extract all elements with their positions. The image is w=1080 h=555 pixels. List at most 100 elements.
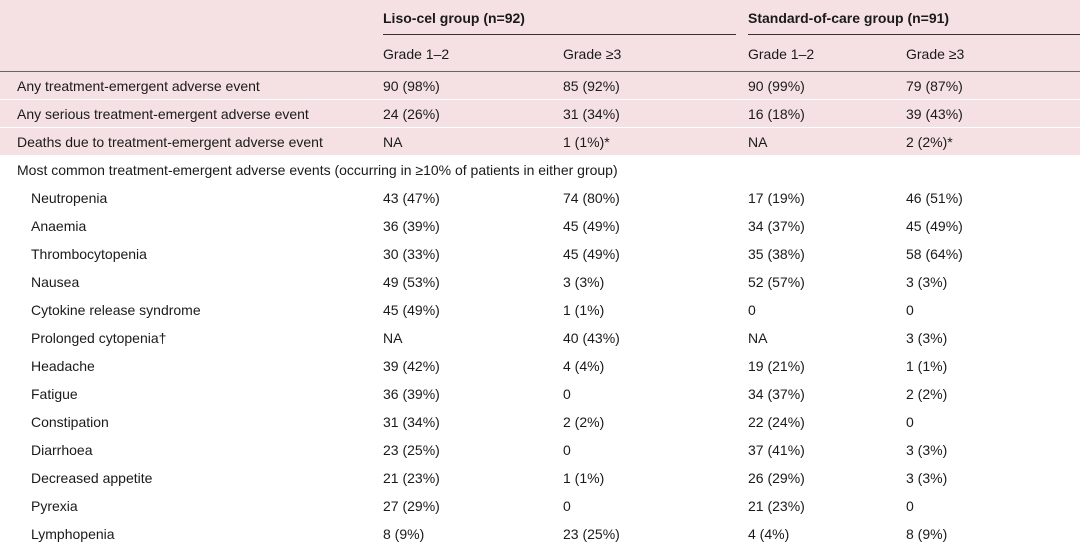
soc-grade3-value: 8 (9%) (906, 526, 948, 542)
soc-grade3-value: 58 (64%) (906, 246, 963, 262)
group-header-row: Liso-cel group (n=92) Standard-of-care g… (0, 0, 1080, 37)
adverse-event-rows: Neutropenia 43 (47%) 74 (80%) 17 (19%) 46 (5… (0, 184, 1080, 548)
soc-grade3-value: 39 (43%) (906, 99, 1080, 128)
soc-grade12-value: 19 (21%) (748, 358, 805, 374)
liso-grade3-value: 4 (4%) (563, 358, 605, 374)
row-label: Decreased appetite (31, 470, 153, 486)
summary-row: Any treatment-emergent adverse event 90 … (0, 71, 1080, 100)
liso-grade12-value: 49 (53%) (383, 274, 440, 290)
soc-grade3-value: 0 (906, 302, 914, 318)
soc-grade3-value: 3 (3%) (906, 442, 948, 458)
grade-header-row: Grade 1–2 Grade ≥3 Grade 1–2 Grade ≥3 (0, 37, 1080, 72)
liso-grade12-value: 24 (26%) (383, 99, 563, 128)
liso-grade3-value: 40 (43%) (563, 330, 620, 346)
soc-grade3-value: 0 (906, 414, 914, 430)
summary-row: Any serious treatment-emergent adverse e… (0, 99, 1080, 128)
liso-grade12-value: 36 (39%) (383, 218, 440, 234)
liso-grade3-value: 45 (49%) (563, 218, 620, 234)
soc-grade12-value: 21 (23%) (748, 498, 805, 514)
table-row: Lymphopenia 8 (9%) 23 (25%) 4 (4%) 8 (9%) (0, 520, 1080, 548)
soc-grade12-value: 17 (19%) (748, 190, 805, 206)
section-header-row: Most common treatment-emergent adverse e… (0, 156, 1080, 185)
liso-grade12-value: NA (383, 127, 563, 156)
soc-grade3-value: 79 (87%) (906, 71, 1080, 100)
liso-grade12-value: 21 (23%) (383, 470, 440, 486)
row-label: Cytokine release syndrome (31, 302, 201, 318)
table-row: Neutropenia 43 (47%) 74 (80%) 17 (19%) 46 (5… (0, 184, 1080, 212)
soc-grade12-value: 0 (748, 302, 756, 318)
row-label: Prolonged cytopenia† (31, 330, 167, 346)
soc-grade12-value: 16 (18%) (748, 99, 906, 128)
row-label: Thrombocytopenia (31, 246, 147, 262)
liso-grade12-value: NA (383, 330, 403, 346)
liso-cel-group-header: Liso-cel group (n=92) (383, 0, 748, 37)
row-label: Nausea (31, 274, 80, 290)
soc-grade3-value: 1 (1%) (906, 358, 948, 374)
table-row: Cytokine release syndrome 45 (49%) 1 (1%) 0… (0, 296, 1080, 324)
soc-grade12-value: 26 (29%) (748, 470, 805, 486)
empty-header-cell (0, 0, 383, 37)
liso-grade3-value: 74 (80%) (563, 190, 620, 206)
soc-grade3-value: 45 (49%) (906, 218, 963, 234)
table-row: Nausea 49 (53%) 3 (3%) 52 (57%) 3 (3%) (0, 268, 1080, 296)
soc-grade12-value: NA (748, 127, 906, 156)
soc-grade12-value: 37 (41%) (748, 442, 805, 458)
soc-grade12-header: Grade 1–2 (748, 37, 906, 72)
liso-grade12-value: 8 (9%) (383, 526, 425, 542)
liso-grade12-value: 30 (33%) (383, 246, 440, 262)
table-row: Headache 39 (42%) 4 (4%) 19 (21%) 1 (1%) (0, 352, 1080, 380)
table-row: Anaemia 36 (39%) 45 (49%) 34 (37%) 45 (49%) (0, 212, 1080, 240)
liso-grade3-value: 3 (3%) (563, 274, 605, 290)
liso-grade12-value: 43 (47%) (383, 190, 440, 206)
table-row: Decreased appetite 21 (23%) 1 (1%) 26 (29%)… (0, 464, 1080, 492)
soc-grade12-value: NA (748, 330, 768, 346)
soc-grade12-value: 90 (99%) (748, 71, 906, 100)
liso-grade12-value: 90 (98%) (383, 71, 563, 100)
row-label: Constipation (31, 414, 109, 430)
liso-grade12-value: 23 (25%) (383, 442, 440, 458)
liso-grade3-value: 0 (563, 498, 571, 514)
row-label: Fatigue (31, 386, 78, 402)
soc-grade12-value: 34 (37%) (748, 218, 805, 234)
liso-grade3-value: 1 (1%) (563, 302, 605, 318)
liso-cel-group-label: Liso-cel group (n=92) (383, 2, 736, 35)
soc-grade12-value: 35 (38%) (748, 246, 805, 262)
soc-grade12-value: 4 (4%) (748, 526, 790, 542)
liso-grade12-value: 45 (49%) (383, 302, 440, 318)
row-label: Anaemia (31, 218, 87, 234)
soc-grade12-value: 52 (57%) (748, 274, 805, 290)
soc-grade3-value: 3 (3%) (906, 470, 948, 486)
soc-grade3-value: 2 (2%) (906, 386, 948, 402)
table-row: Pyrexia 27 (29%) 0 21 (23%) 0 (0, 492, 1080, 520)
row-label: Deaths due to treatment-emergent adverse… (0, 127, 383, 156)
row-label: Any serious treatment-emergent adverse e… (0, 99, 383, 128)
section-label: Most common treatment-emergent adverse e… (17, 162, 618, 178)
table-row: Prolonged cytopenia† NA 40 (43%) NA 3 (3%) (0, 324, 1080, 352)
liso-grade3-value: 31 (34%) (563, 99, 748, 128)
standard-of-care-group-label: Standard-of-care group (n=91) (748, 2, 1080, 35)
liso-grade3-value: 0 (563, 386, 571, 402)
liso-grade3-value: 0 (563, 442, 571, 458)
soc-grade3-value: 2 (2%)* (906, 127, 1080, 156)
liso-grade12-header: Grade 1–2 (383, 37, 563, 72)
empty-subheader-cell (0, 37, 383, 72)
liso-grade12-value: 39 (42%) (383, 358, 440, 374)
liso-grade12-value: 36 (39%) (383, 386, 440, 402)
row-label: Headache (31, 358, 95, 374)
soc-grade12-value: 34 (37%) (748, 386, 805, 402)
table-row: Thrombocytopenia 30 (33%) 45 (49%) 35 (38%)… (0, 240, 1080, 268)
liso-grade3-header: Grade ≥3 (563, 37, 748, 72)
row-label: Diarrhoea (31, 442, 93, 458)
liso-grade3-value: 23 (25%) (563, 526, 620, 542)
standard-of-care-group-header: Standard-of-care group (n=91) (748, 0, 1080, 37)
liso-grade3-value: 2 (2%) (563, 414, 605, 430)
liso-grade3-value: 85 (92%) (563, 71, 748, 100)
soc-grade3-value: 3 (3%) (906, 274, 948, 290)
soc-grade3-value: 3 (3%) (906, 330, 948, 346)
liso-grade3-value: 1 (1%) (563, 470, 605, 486)
soc-grade3-value: 46 (51%) (906, 190, 963, 206)
row-label: Neutropenia (31, 190, 108, 206)
table-row: Diarrhoea 23 (25%) 0 37 (41%) 3 (3%) (0, 436, 1080, 464)
row-label: Pyrexia (31, 498, 78, 514)
